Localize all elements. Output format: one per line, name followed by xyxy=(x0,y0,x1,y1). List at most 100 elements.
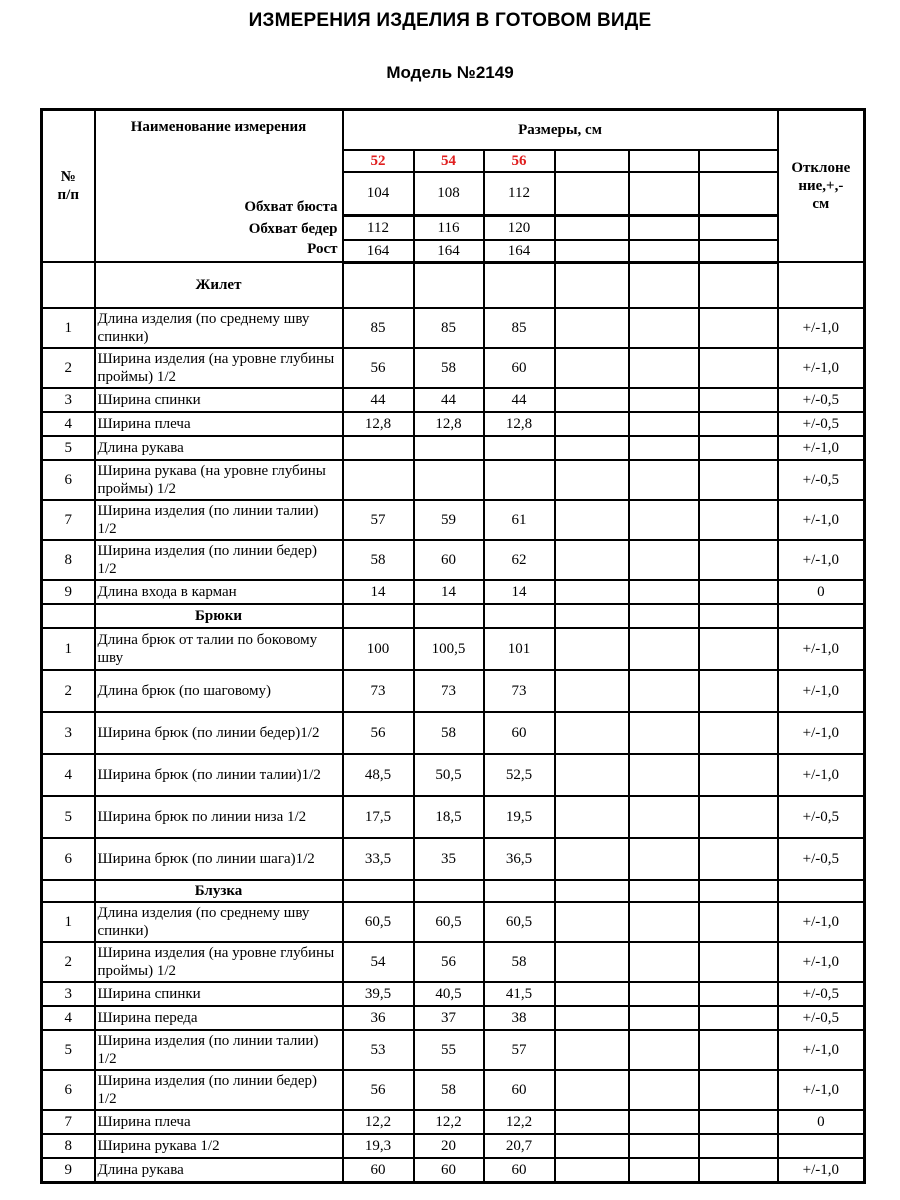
measurement-value-cell xyxy=(553,387,630,413)
table-row: 4 Ширина переда 36 37 38 +/-0,5 xyxy=(40,1005,866,1031)
measurement-value-cell xyxy=(697,981,779,1007)
measurement-value-cell: 85 xyxy=(412,307,485,349)
measurement-value-cell: 58 xyxy=(412,347,485,389)
measurement-value-cell xyxy=(553,539,630,581)
row-number-cell: 3 xyxy=(40,711,96,755)
row-number-cell: 8 xyxy=(40,539,96,581)
measurement-value-cell: 60 xyxy=(341,1157,415,1183)
measurement-value-cell xyxy=(697,1029,779,1071)
table-row: 5 Длина рукава +/-1,0 xyxy=(40,435,866,461)
measurement-value-cell: 54 xyxy=(341,941,415,983)
measurement-label-cell: Ширина спинки xyxy=(93,387,344,413)
measurement-value-cell xyxy=(627,579,700,605)
row-number-cell: 2 xyxy=(40,669,96,713)
table-row: 3 Ширина спинки 44 44 44 +/-0,5 xyxy=(40,387,866,413)
measurement-label-cell: Длина рукава xyxy=(93,435,344,461)
measurement-value-cell xyxy=(553,1005,630,1031)
measurement-value-cell xyxy=(482,603,556,629)
measurement-value-cell: 85 xyxy=(482,307,556,349)
measurement-value-cell xyxy=(697,1109,779,1135)
measurement-value-cell: 36,5 xyxy=(482,837,556,881)
measurement-value-cell xyxy=(627,347,700,389)
row-number-cell: 7 xyxy=(40,499,96,541)
base-measurement-value: 112 xyxy=(482,170,556,217)
measurement-value-cell: 60 xyxy=(482,1157,556,1183)
measurement-value-cell xyxy=(697,1005,779,1031)
measurement-value-cell: 12,8 xyxy=(412,411,485,437)
measurement-label-cell: Ширина плеча xyxy=(93,411,344,437)
measurement-value-cell xyxy=(553,261,630,309)
measurement-value-cell xyxy=(482,435,556,461)
measurement-value-cell: 44 xyxy=(341,387,415,413)
measurement-label-cell: Длина рукава xyxy=(93,1157,344,1183)
measurement-value-cell xyxy=(627,435,700,461)
row-number-cell: 9 xyxy=(40,1157,96,1183)
measurement-value-cell xyxy=(697,1069,779,1111)
table-row: 1 Длина изделия (по среднему шву спинки) 6… xyxy=(40,901,866,943)
measurement-label-cell: Ширина изделия (на уровне глубины проймы… xyxy=(93,347,344,389)
measurement-label-cell: Ширина изделия (на уровне глубины проймы… xyxy=(93,941,344,983)
measurement-value-cell: 60 xyxy=(412,1157,485,1183)
measurement-value-cell: 100 xyxy=(341,627,415,671)
page-title: ИЗМЕРЕНИЯ ИЗДЕЛИЯ В ГОТОВОМ ВИДЕ xyxy=(248,10,652,31)
measurement-value-cell xyxy=(553,981,630,1007)
section-title: Брюки xyxy=(93,603,344,629)
row-number-cell: 2 xyxy=(40,941,96,983)
measurement-name-header: Наименование измерения Обхват бюста Обхват… xyxy=(93,108,344,263)
size-column-header xyxy=(627,148,700,173)
measurement-label-cell: Ширина брюк (по линии шага)1/2 xyxy=(93,837,344,881)
measurement-value-cell: 100,5 xyxy=(412,627,485,671)
measurement-label-cell: Ширина брюк (по линии бедер)1/2 xyxy=(93,711,344,755)
table-row: 4 Ширина плеча 12,8 12,8 12,8 +/-0,5 xyxy=(40,411,866,437)
section-header-row: Брюки xyxy=(40,603,866,629)
deviation-cell xyxy=(776,261,866,309)
measurement-value-cell: 61 xyxy=(482,499,556,541)
measurement-value-cell xyxy=(553,879,630,903)
measurement-value-cell: 101 xyxy=(482,627,556,671)
measurement-value-cell: 58 xyxy=(341,539,415,581)
measurement-value-cell xyxy=(627,711,700,755)
measurement-value-cell xyxy=(697,901,779,943)
measurement-label-cell: Ширина брюк (по линии талии)1/2 xyxy=(93,753,344,797)
measurement-value-cell: 52,5 xyxy=(482,753,556,797)
deviation-cell: +/-1,0 xyxy=(776,753,866,797)
table-row: 1 Длина брюк от талии по боковому шву 100 1… xyxy=(40,627,866,671)
measurement-value-cell xyxy=(553,435,630,461)
measurement-value-cell: 12,8 xyxy=(482,411,556,437)
base-measurement-value xyxy=(697,214,779,241)
measurement-value-cell xyxy=(412,459,485,501)
measurement-value-cell xyxy=(412,261,485,309)
measurement-label-cell: Ширина спинки xyxy=(93,981,344,1007)
table-row: 2 Ширина изделия (на уровне глубины пройм… xyxy=(40,347,866,389)
measurement-value-cell xyxy=(697,307,779,349)
measurement-value-cell xyxy=(627,539,700,581)
measurement-value-cell xyxy=(627,837,700,881)
measurement-value-cell xyxy=(553,837,630,881)
row-number-cell: 4 xyxy=(40,1005,96,1031)
header-row-sizes: 52 54 56 xyxy=(42,148,865,173)
measurement-label-cell: Длина изделия (по среднему шву спинки) xyxy=(93,307,344,349)
deviation-cell: +/-1,0 xyxy=(776,307,866,349)
measurement-value-cell xyxy=(697,579,779,605)
measurement-value-cell xyxy=(553,1029,630,1071)
row-number-cell: 7 xyxy=(40,1109,96,1135)
measurement-value-cell xyxy=(482,261,556,309)
base-measurement-value xyxy=(627,214,700,241)
section-title: Жилет xyxy=(93,261,344,309)
measurement-value-cell xyxy=(697,1133,779,1159)
measurement-value-cell: 14 xyxy=(482,579,556,605)
table-row: 5 Ширина изделия (по линии талии) 1/2 53 55… xyxy=(40,1029,866,1071)
measurement-value-cell xyxy=(341,261,415,309)
deviation-header: Отклоне ние,+,- см xyxy=(776,108,866,263)
measurement-value-cell: 60,5 xyxy=(412,901,485,943)
measurement-label-cell: Ширина переда xyxy=(93,1005,344,1031)
measurement-value-cell xyxy=(627,1157,700,1183)
measurements-table: № п/п Наименование измерения Обхват бюста О… xyxy=(40,108,867,1184)
measurement-value-cell xyxy=(553,459,630,501)
measurement-value-cell xyxy=(627,603,700,629)
measurement-value-cell xyxy=(697,347,779,389)
measurement-label-cell: Ширина брюк по линии низа 1/2 xyxy=(93,795,344,839)
measurement-value-cell: 20 xyxy=(412,1133,485,1159)
measurement-value-cell xyxy=(627,1109,700,1135)
